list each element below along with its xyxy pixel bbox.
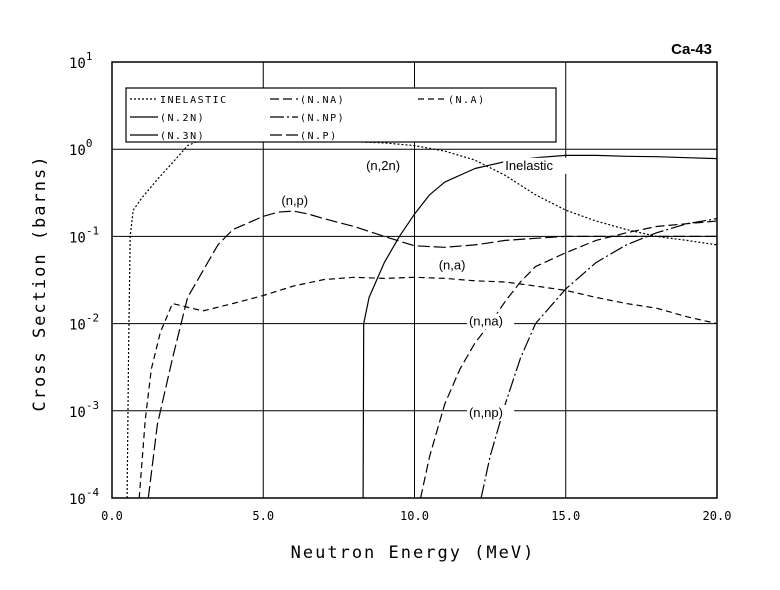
legend-box: [125, 87, 557, 143]
ticks: 0.0 5.0 10.0 15.0 20.0 101 100 10-1 10-2 10-3 10-4: [69, 50, 731, 523]
legend-label: (N.3N): [160, 131, 205, 142]
plot-frame: [111, 61, 718, 499]
legend-label: (N.P): [300, 131, 338, 142]
legend-label: (N.NA): [300, 95, 345, 106]
annotations: (n,p) (n,2n) Inelastic (n,a) (n,na) (n,np): [279, 157, 573, 421]
x-tick-label: 20.0: [703, 509, 732, 523]
annotation-label: (n,na): [469, 314, 503, 329]
annotation-background: [466, 404, 515, 421]
y-tick-label: 10-4: [69, 486, 99, 508]
x-tick-label: 5.0: [252, 509, 274, 523]
annotation-label: (n,np): [469, 405, 503, 420]
series-line: [138, 276, 718, 499]
y-tick-label: 10-1: [69, 224, 99, 246]
series-line: [480, 218, 718, 499]
series-layer: [126, 136, 718, 499]
annotation-label: (n,p): [281, 193, 308, 208]
legend: INELASTIC (N.NA) (N.A) (N.2N) (N.NP) (N.3N) (N…: [125, 87, 557, 143]
y-tick-label: 101: [69, 50, 92, 72]
legend-label: INELASTIC: [160, 95, 228, 106]
annotation-label: (n,a): [439, 257, 466, 272]
legend-label: (N.2N): [160, 113, 205, 124]
y-axis-label: Cross Section (barns): [30, 155, 50, 412]
y-tick-label: 10-3: [69, 399, 99, 421]
annotation-background: [503, 157, 573, 174]
y-tick-label: 10-2: [69, 312, 99, 334]
series-line: [420, 220, 718, 499]
annotation-label: (n,2n): [366, 158, 400, 173]
annotation-background: [279, 192, 320, 209]
annotation-background: [466, 313, 515, 330]
annotation-background: [364, 157, 412, 174]
annotation-label: Inelastic: [505, 158, 553, 173]
legend-label: (N.NP): [300, 113, 345, 124]
series-line: [362, 154, 718, 499]
annotation-background: [436, 257, 477, 274]
legend-label: (N.A): [448, 95, 486, 106]
series-line: [126, 136, 718, 499]
x-tick-label: 0.0: [101, 509, 123, 523]
chart-title: Ca-43: [671, 41, 712, 58]
x-axis-label: Neutron Energy (MeV): [291, 543, 536, 563]
x-tick-label: 10.0: [400, 509, 429, 523]
series-line: [147, 210, 717, 499]
x-tick-label: 15.0: [551, 509, 580, 523]
y-tick-label: 100: [69, 137, 92, 159]
